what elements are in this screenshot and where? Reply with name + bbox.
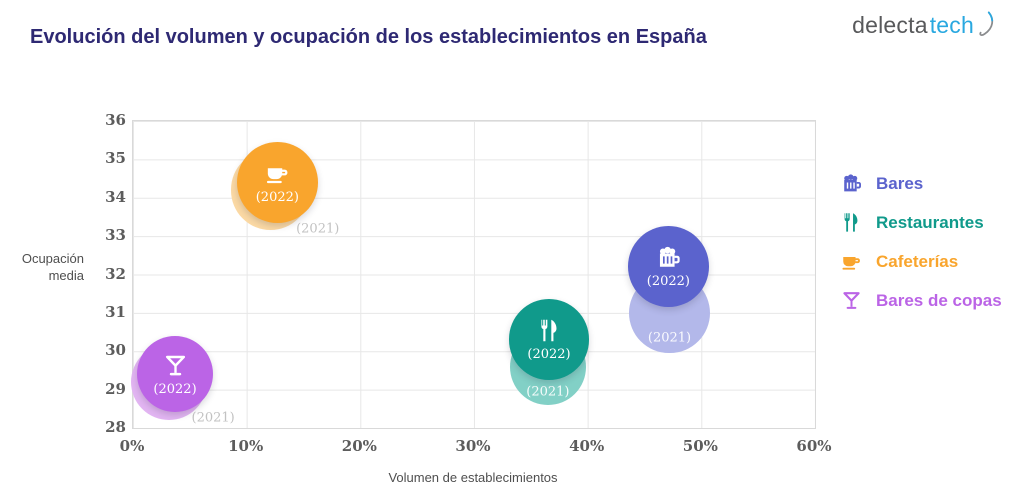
- bubble-year-label: (2022): [646, 274, 690, 290]
- legend-item-cafeterías[interactable]: Cafeterías: [840, 250, 1002, 273]
- bubble-restaurantes-2022[interactable]: (2022): [508, 299, 590, 381]
- x-axis-tick-label: 30%: [455, 437, 491, 455]
- bubble-year-label: (2021): [191, 410, 235, 426]
- y-axis-tick-label: 35: [105, 149, 126, 168]
- y-axis-tick-label: 31: [105, 302, 126, 321]
- y-axis-tick-label: 29: [105, 379, 126, 398]
- martini-glass-icon: [162, 352, 189, 379]
- y-axis-tick-label: 36: [105, 111, 126, 129]
- martini-glass-icon: [840, 289, 863, 312]
- legend-label: Bares: [876, 173, 924, 193]
- utensils-icon: [840, 211, 863, 234]
- delectatech-logo: delecta tech: [852, 11, 998, 39]
- legend-label: Cafeterías: [876, 251, 959, 271]
- beer-mug-icon: [840, 172, 863, 195]
- x-axis-tick-label: 20%: [341, 437, 377, 455]
- legend-label: Restaurantes: [876, 212, 984, 232]
- beer-mug-icon: [655, 244, 682, 271]
- legend-item-bares-de-copas[interactable]: Bares de copas: [840, 289, 1002, 312]
- bubble-year-label: (2021): [296, 221, 340, 237]
- x-axis-title: Volumen de establecimientos: [388, 470, 558, 485]
- bubble-year-label: (2022): [527, 347, 571, 363]
- bubble-year-label: (2021): [647, 330, 692, 346]
- bubble-cafeterías-2022[interactable]: (2022): [237, 142, 318, 223]
- coffee-cup-icon: [264, 160, 291, 187]
- coffee-cup-icon: [840, 250, 863, 273]
- x-axis-tick-label: 40%: [569, 437, 605, 455]
- logo-text-delecta: delecta: [852, 12, 928, 38]
- x-axis-tick-label: 10%: [228, 437, 264, 455]
- x-axis-tick-label: 60%: [796, 437, 832, 455]
- y-axis-tick-label: 32: [105, 264, 126, 283]
- bubble-year-label: (2021): [526, 384, 570, 400]
- x-axis-tick-label: 0%: [119, 437, 145, 455]
- bubble-year-label: (2022): [153, 381, 197, 397]
- plot-area: (2021) (2022) (2021) (2022) (2021) (2022) (202…: [131, 120, 816, 429]
- y-axis-tick-label: 30: [105, 341, 126, 360]
- y-axis-tick-label: 28: [105, 418, 126, 436]
- bubble-bares-2022[interactable]: (2022): [628, 226, 709, 308]
- logo-text-tech: tech: [929, 12, 974, 38]
- x-axis-tick-label: 50%: [682, 437, 718, 455]
- y-axis-tick-label: 33: [105, 226, 126, 245]
- y-axis-tick-label: 34: [105, 187, 126, 206]
- logo-swoosh-icon: [979, 11, 994, 36]
- chart-legend: Bares Restaurantes Cafeterías Bares de copa…: [840, 172, 1002, 312]
- legend-item-bares[interactable]: Bares: [840, 172, 1002, 195]
- legend-label: Bares de copas: [876, 290, 1002, 310]
- y-axis-title: Ocupación media: [21, 251, 84, 283]
- bubble-bares-de-copas-2022[interactable]: (2022): [136, 336, 214, 413]
- legend-item-restaurantes[interactable]: Restaurantes: [840, 211, 1002, 234]
- page-title: Evolución del volumen y ocupación de los…: [30, 26, 707, 48]
- bubble-year-label: (2022): [255, 189, 299, 205]
- utensils-icon: [536, 317, 563, 344]
